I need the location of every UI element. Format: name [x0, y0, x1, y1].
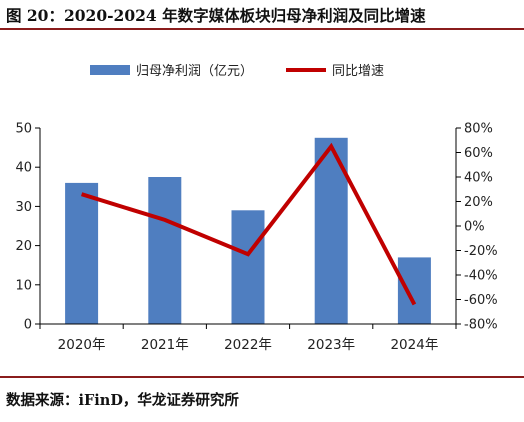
bar-0	[65, 182, 99, 324]
bar-2	[231, 210, 265, 324]
title-rule	[0, 28, 524, 30]
bar-4	[397, 257, 431, 324]
left-tick-label-0: 0	[24, 318, 32, 333]
plot-area: 0 10 20 30 40 50 -80% -60% -40% -20% 0% 20% 40% 60% 80…	[15, 122, 497, 354]
right-tick-label-1: -60%	[464, 293, 498, 308]
source-note: 数据来源：iFinD，华龙证券研究所	[6, 392, 239, 409]
source-rule	[0, 376, 524, 378]
left-tick-label-1: 10	[15, 278, 32, 293]
figure-title: 图 20：2020-2024 年数字媒体板块归母净利润及同比增速	[6, 6, 426, 25]
right-tick-label-0: -80%	[464, 318, 498, 333]
legend-swatch-bar	[90, 65, 130, 75]
right-tick-label-4: 0%	[464, 220, 485, 235]
right-tick-label-8: 80%	[464, 122, 493, 137]
chart: 归母净利润（亿元） 同比增速 0 10 20 30 40 50 -80% -60% -40% -2…	[15, 64, 497, 354]
x-tick-label-3: 2023年	[307, 337, 355, 353]
bar-1	[148, 177, 182, 324]
legend-label-line: 同比增速	[332, 64, 384, 79]
x-tick-label-0: 2020年	[58, 337, 106, 353]
left-tick-label-2: 20	[15, 239, 32, 254]
x-tick-label-2: 2022年	[224, 337, 272, 353]
legend: 归母净利润（亿元） 同比增速	[90, 64, 384, 79]
left-tick-label-5: 50	[15, 122, 32, 137]
right-tick-label-3: -20%	[464, 244, 498, 259]
right-tick-label-7: 60%	[464, 146, 493, 161]
left-tick-label-4: 40	[15, 161, 32, 176]
right-tick-label-2: -40%	[464, 269, 498, 284]
left-tick-label-3: 30	[15, 200, 32, 215]
x-tick-label-4: 2024年	[390, 337, 438, 353]
right-tick-label-5: 20%	[464, 195, 493, 210]
x-tick-label-1: 2021年	[141, 337, 189, 353]
legend-label-bar: 归母净利润（亿元）	[136, 64, 253, 79]
right-tick-label-6: 40%	[464, 171, 493, 186]
